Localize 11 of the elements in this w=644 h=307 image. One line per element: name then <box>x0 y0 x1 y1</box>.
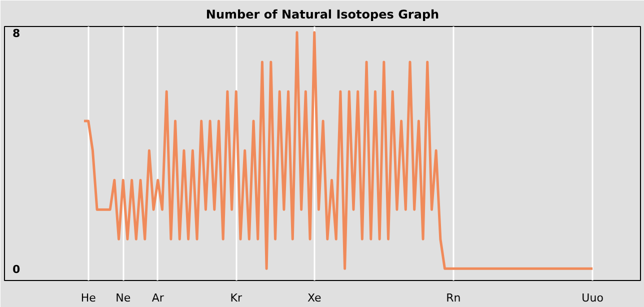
x-tick-label: Ar <box>152 292 164 304</box>
x-tick-label: Rn <box>446 292 461 304</box>
x-tick-label: Uuo <box>582 292 604 304</box>
x-tick-label: Kr <box>230 292 242 304</box>
chart-title: Number of Natural Isotopes Graph <box>206 8 440 22</box>
x-tick-label: He <box>80 292 96 304</box>
y-tick-label: 0 <box>12 263 20 276</box>
y-tick-label: 8 <box>12 26 20 40</box>
x-tick-label: Ne <box>116 292 131 304</box>
x-tick-label: Xe <box>307 292 322 304</box>
line-series <box>82 31 594 270</box>
